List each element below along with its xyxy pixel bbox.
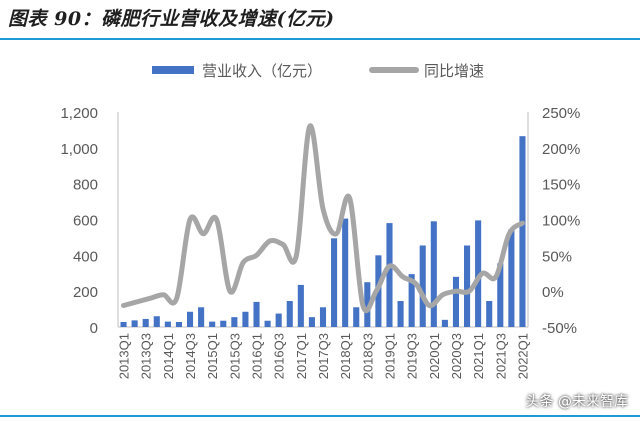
revenue-bar — [397, 301, 404, 327]
x-tick-label: 2020Q3 — [449, 333, 464, 379]
x-tick-label: 2019Q3 — [405, 333, 420, 379]
revenue-bar — [264, 320, 271, 327]
revenue-bar — [430, 221, 437, 327]
watermark: 头条 @未来智库 — [525, 394, 628, 410]
y-left-tick-label: 200 — [73, 284, 98, 301]
y-right-tick-label: 100% — [542, 213, 580, 230]
revenue-bar — [142, 318, 149, 327]
bottom-divider — [0, 415, 640, 417]
revenue-bar — [231, 317, 238, 327]
x-tick-label: 2017Q1 — [294, 333, 309, 379]
revenue-growth-chart: 营业收入（亿元） 同比增速 0 200 400 600 800 1,000 1,200 -50% 0… — [60, 63, 580, 379]
revenue-bar — [198, 307, 205, 327]
x-tick-label: 2014Q1 — [161, 333, 176, 379]
x-tick-label: 2021Q3 — [493, 333, 508, 379]
revenue-bar — [519, 136, 526, 327]
y-left-tick-label: 600 — [73, 213, 98, 230]
legend-bar-label: 营业收入（亿元） — [202, 63, 322, 80]
x-tick-label: 2015Q3 — [227, 333, 242, 379]
legend-bar-swatch — [152, 66, 194, 74]
revenue-bar — [464, 245, 471, 327]
y-right-tick-label: 150% — [542, 177, 580, 194]
revenue-bar — [475, 220, 482, 327]
y-right-tick-label: 250% — [542, 105, 580, 122]
y-right-tick-label: 50% — [542, 248, 572, 265]
title-divider — [0, 38, 640, 40]
y-right-tick-label: 200% — [542, 141, 580, 158]
x-tick-label: 2020Q1 — [427, 333, 442, 379]
y-left-tick-label: 400 — [73, 248, 98, 265]
legend-line-label: 同比增速 — [424, 63, 484, 80]
revenue-bar — [331, 238, 338, 327]
revenue-bar — [275, 313, 282, 327]
revenue-bar — [220, 320, 227, 327]
revenue-bar — [419, 245, 426, 327]
x-tick-label: 2018Q1 — [338, 333, 353, 379]
y-left-tick-label: 1,200 — [60, 105, 98, 122]
x-tick-label: 2022Q1 — [515, 333, 530, 379]
revenue-bar — [319, 307, 327, 327]
x-tick-label: 2016Q3 — [272, 333, 287, 379]
revenue-bar — [164, 321, 171, 327]
revenue-bar — [441, 319, 448, 327]
x-tick-label: 2015Q1 — [205, 333, 220, 379]
x-tick-label: 2013Q3 — [139, 333, 154, 379]
revenue-bar — [153, 316, 160, 327]
revenue-bar — [120, 321, 127, 327]
revenue-bar — [486, 301, 493, 327]
y-left-tick-label: 800 — [73, 177, 98, 194]
x-tick-label: 2018Q3 — [360, 333, 375, 379]
y-right-tick-label: -50% — [542, 320, 577, 337]
growth-line — [121, 123, 525, 314]
revenue-bar — [353, 307, 360, 327]
revenue-bar — [242, 311, 249, 327]
revenue-bar — [408, 274, 415, 327]
revenue-bar — [175, 321, 182, 327]
revenue-bar — [131, 320, 138, 327]
revenue-bar — [386, 223, 393, 327]
chart-title: 图表 90：磷肥行业营收及增速(亿元) — [8, 8, 335, 30]
revenue-bar — [452, 276, 460, 327]
revenue-bar — [297, 284, 304, 327]
revenue-bar — [186, 311, 194, 327]
y-left-tick-label: 0 — [90, 320, 98, 337]
x-tick-label: 2017Q3 — [316, 333, 331, 379]
x-tick-label: 2013Q1 — [117, 333, 132, 379]
y-left-tick-label: 1,000 — [60, 141, 98, 158]
x-tick-label: 2014Q3 — [183, 333, 198, 379]
revenue-bar — [286, 301, 293, 327]
revenue-bar — [497, 263, 504, 327]
x-tick-label: 2021Q1 — [471, 333, 486, 379]
revenue-bar — [364, 282, 371, 327]
revenue-bar — [308, 317, 315, 327]
revenue-bar — [253, 301, 260, 327]
title-bar: 图表 90：磷肥行业营收及增速(亿元) — [0, 0, 640, 38]
x-tick-label: 2016Q1 — [250, 333, 265, 379]
revenue-bar — [209, 321, 216, 327]
revenue-bar — [508, 229, 515, 327]
x-tick-label: 2019Q1 — [382, 333, 397, 379]
y-right-tick-label: 0% — [542, 284, 564, 301]
revenue-bar — [342, 218, 349, 327]
